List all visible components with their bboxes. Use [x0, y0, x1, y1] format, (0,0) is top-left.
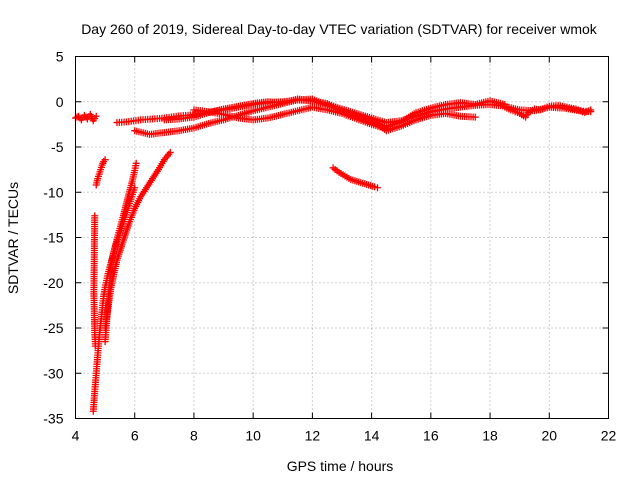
y-tick-label: -35 — [43, 411, 63, 427]
series-track-j — [190, 103, 390, 133]
series-track-i — [160, 95, 479, 135]
data-point-marker — [166, 148, 174, 156]
y-axis-label: SDTVAR / TECUs — [5, 182, 21, 294]
x-tick-label: 18 — [482, 428, 498, 444]
x-tick-label: 14 — [364, 428, 380, 444]
y-tick-label: -20 — [43, 275, 63, 291]
x-tick-label: 4 — [72, 428, 80, 444]
data-point-marker — [471, 113, 479, 121]
series-track-b — [92, 156, 109, 189]
x-tick-label: 16 — [423, 428, 439, 444]
data-point-marker — [587, 106, 595, 114]
x-axis-label: GPS time / hours — [287, 458, 394, 474]
data-point-marker — [101, 156, 109, 164]
data-point-marker — [382, 125, 390, 133]
data-point-marker — [131, 184, 139, 192]
x-tick-label: 20 — [541, 428, 557, 444]
series-track-k — [329, 164, 382, 192]
y-tick-label: 0 — [56, 94, 64, 110]
x-tick-label: 6 — [131, 428, 139, 444]
y-tick-label: -30 — [43, 365, 63, 381]
series-track-c — [90, 212, 99, 350]
data-point-marker — [374, 184, 382, 192]
y-tick-label: -15 — [43, 230, 63, 246]
tick-labels: 4 6 8 10 12 14 16 18 20 22 5 0 -5 -10 -15 -20 -25 -30 -35 — [43, 49, 616, 444]
y-tick-label: 5 — [56, 49, 64, 65]
data-point-marker — [132, 159, 140, 167]
y-tick-label: -25 — [43, 320, 63, 336]
y-tick-label: -5 — [51, 139, 64, 155]
plot-frame — [75, 56, 609, 419]
series-track-f — [101, 148, 174, 332]
x-tick-label: 12 — [305, 428, 321, 444]
y-tick-label: -10 — [43, 184, 63, 200]
x-tick-label: 22 — [601, 428, 617, 444]
chart-title: Day 260 of 2019, Sidereal Day-to-day VTE… — [81, 21, 598, 37]
x-tick-label: 8 — [190, 428, 198, 444]
x-tick-label: 10 — [245, 428, 261, 444]
data-point-marker — [92, 112, 100, 120]
series-track-a — [72, 110, 100, 125]
data-marks — [72, 95, 595, 415]
series-track-l — [501, 101, 595, 121]
